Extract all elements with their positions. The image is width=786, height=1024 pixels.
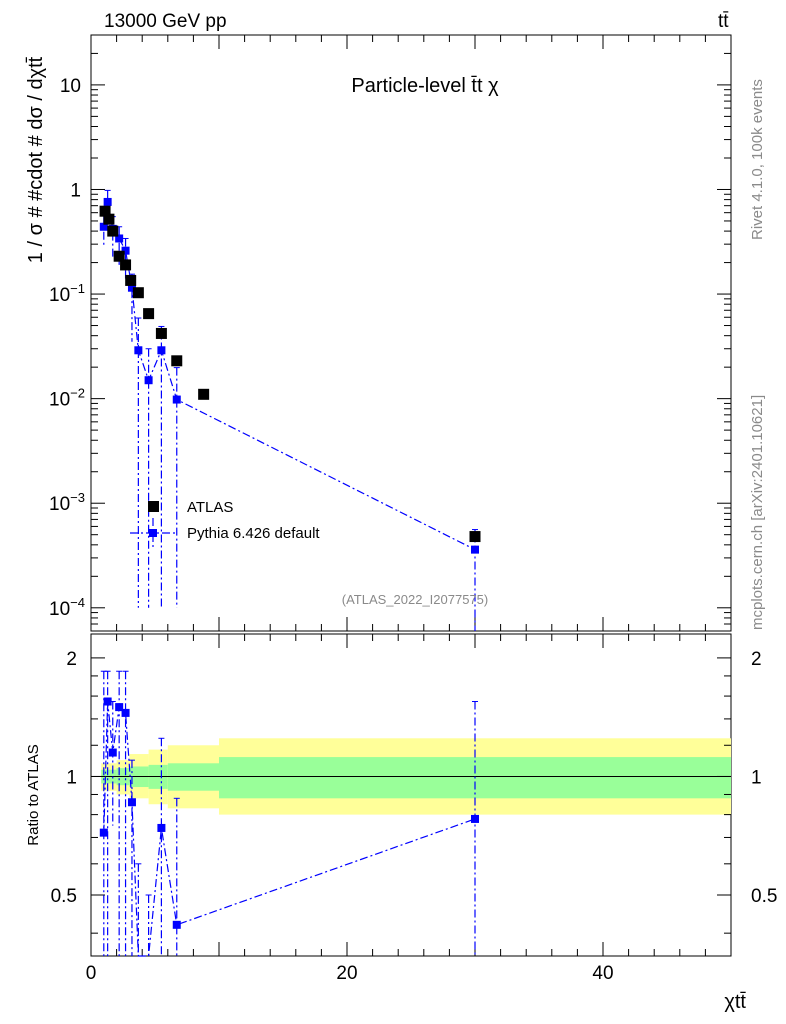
pythia-point xyxy=(127,283,136,292)
atlas-point xyxy=(120,259,132,271)
mcplots-label: mcplots.cern.ch [arXiv:2401.10621] xyxy=(749,395,766,630)
pythia-ratio-point xyxy=(115,703,124,712)
pythia-ratio-point xyxy=(157,823,166,832)
legend-marker-atlas xyxy=(148,501,159,512)
pythia-point xyxy=(172,395,181,404)
atlas-point xyxy=(113,250,125,262)
ratio-tick-label: 2 xyxy=(66,649,77,670)
atlas-point xyxy=(171,355,183,367)
header-process-label: tt̄ xyxy=(718,11,729,32)
legend-marker-pythia xyxy=(149,529,157,537)
pythia-point xyxy=(134,346,143,355)
pythia-point xyxy=(103,197,112,206)
pythia-ratio-point xyxy=(103,697,112,706)
pythia-ratio-point xyxy=(99,828,108,837)
series-pythia xyxy=(99,189,479,631)
pythia-ratio-point xyxy=(471,814,479,823)
legend: ATLAS Pythia 6.426 default xyxy=(130,499,320,548)
ratio-tick-label: 0.5 xyxy=(51,886,77,907)
pythia-point xyxy=(157,346,166,355)
ratio-tick-label-right: 2 xyxy=(751,649,762,670)
x-axis-title: χtt̄ xyxy=(724,991,746,1013)
atlas-point xyxy=(469,531,481,543)
ratio-tick-label: 1 xyxy=(66,767,77,788)
pythia-point xyxy=(99,222,108,231)
pythia-point xyxy=(471,545,479,554)
analysis-tag: (ATLAS_2022_I2077575) xyxy=(342,592,488,607)
atlas-point xyxy=(143,308,155,320)
pythia-line xyxy=(103,201,476,551)
main-panel-frame xyxy=(90,34,732,632)
y-axis-title: 1 / σ # #cdot # dσ / dχtt̄ xyxy=(25,56,47,263)
ratio-tick-label-right: 1 xyxy=(751,767,762,788)
legend-label-atlas: ATLAS xyxy=(187,499,233,516)
rivet-label: Rivet 4.1.0, 100k events xyxy=(749,79,766,240)
pythia-ratio-point xyxy=(172,920,181,929)
y-tick-label: 1 xyxy=(70,180,81,201)
x-axis: 0 20 40 xyxy=(86,35,732,984)
pythia-ratio-point xyxy=(127,798,136,807)
y-tick-label: 10−3 xyxy=(49,490,85,515)
header-energy-label: 13000 GeV pp xyxy=(104,11,227,32)
ratio-y-axis-title: Ratio to ATLAS xyxy=(25,744,42,845)
y-tick-label: 10−1 xyxy=(49,281,85,306)
atlas-point xyxy=(155,327,167,339)
pythia-point xyxy=(144,376,153,385)
atlas-point xyxy=(198,388,210,400)
atlas-point xyxy=(132,287,144,299)
ratio-y-axis: 2 2 1 1 0.5 0.5 xyxy=(51,649,777,934)
green-band-segment xyxy=(167,763,219,791)
pythia-point xyxy=(121,246,130,255)
atlas-point xyxy=(99,205,111,217)
pythia-ratio-point xyxy=(121,708,130,717)
pythia-point xyxy=(115,234,124,243)
atlas-point xyxy=(125,274,137,286)
main-y-axis: 10 1 10−1 10−2 10−3 10−4 xyxy=(49,52,731,632)
ratio-series-pythia xyxy=(99,670,479,957)
legend-label-pythia: Pythia 6.426 default xyxy=(187,525,320,542)
pythia-ratio-point xyxy=(108,748,117,757)
atlas-point xyxy=(107,225,119,237)
atlas-point xyxy=(103,213,115,225)
x-tick-label: 0 xyxy=(86,963,97,984)
x-tick-label: 40 xyxy=(592,963,613,984)
plot-title: Particle-level t̄t χ xyxy=(351,75,499,97)
y-tick-label: 10 xyxy=(60,76,81,97)
ratio-tick-label-right: 0.5 xyxy=(751,886,777,907)
series-atlas xyxy=(99,205,481,543)
x-tick-label: 20 xyxy=(336,963,357,984)
y-tick-label: 10−4 xyxy=(49,595,85,620)
y-tick-label: 10−2 xyxy=(49,386,85,411)
